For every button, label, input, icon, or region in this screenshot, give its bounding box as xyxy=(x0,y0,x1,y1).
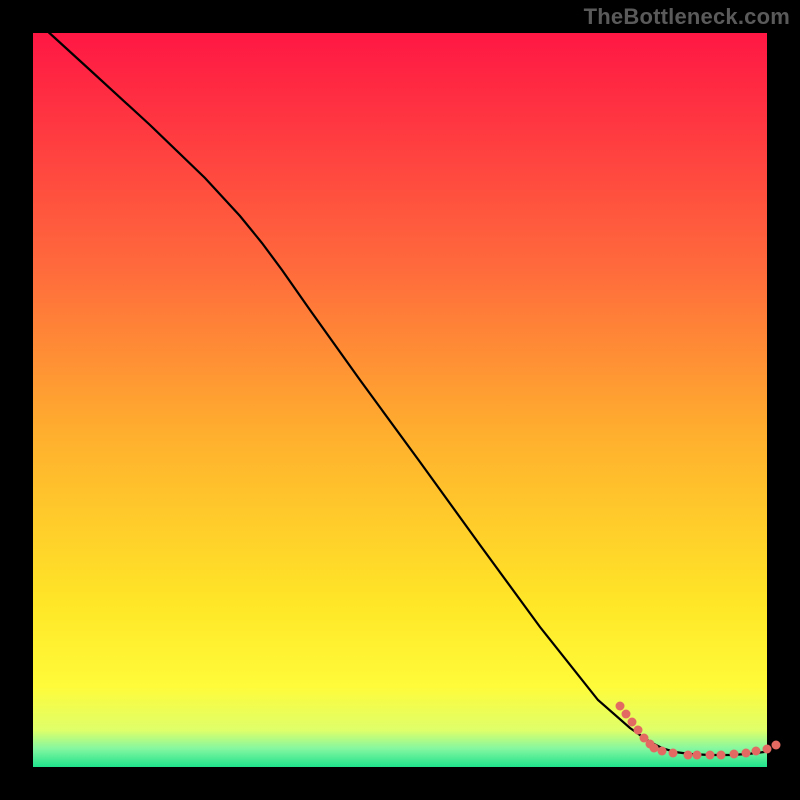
attribution-label: TheBottleneck.com xyxy=(584,4,790,30)
chart-container: TheBottleneck.com xyxy=(0,0,800,800)
scatter-point xyxy=(772,741,781,750)
plot-area xyxy=(33,33,767,767)
